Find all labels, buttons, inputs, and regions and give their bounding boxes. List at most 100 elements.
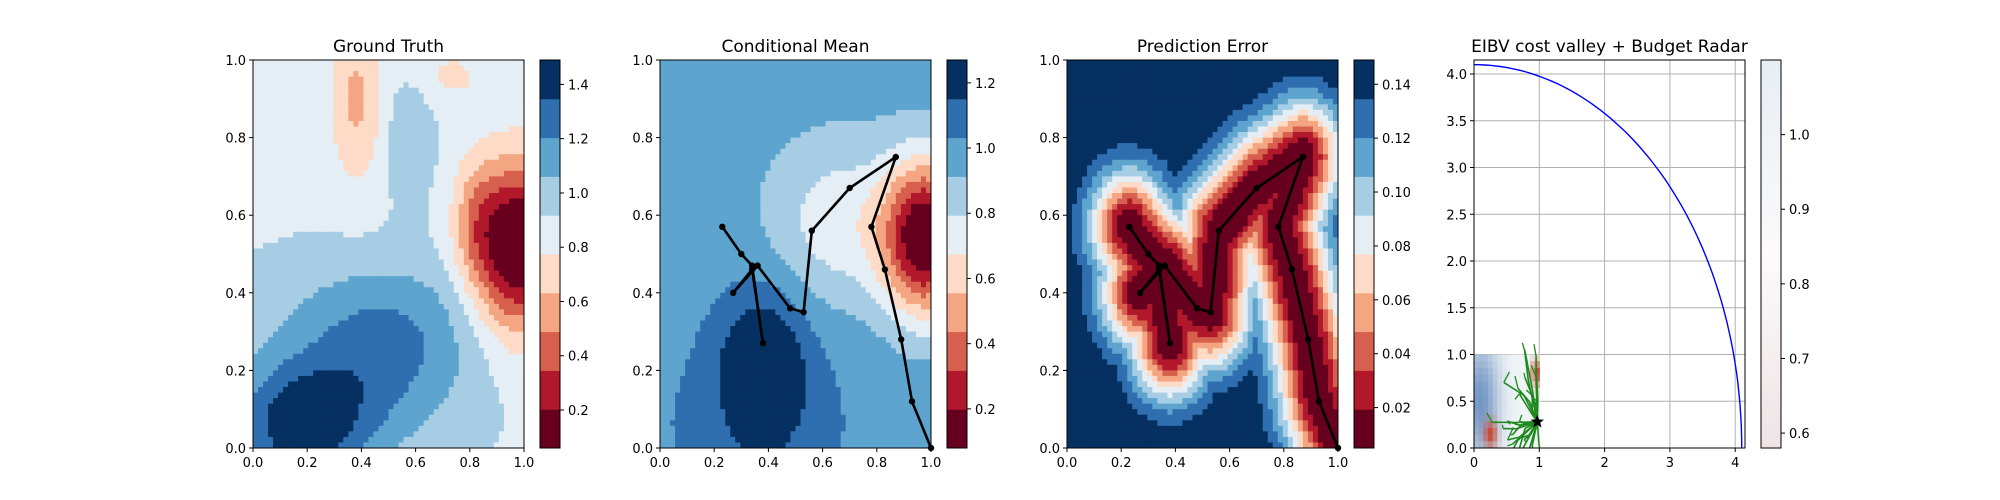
heat-cell bbox=[373, 242, 380, 250]
heat-cell bbox=[368, 126, 375, 133]
heat-cell bbox=[418, 320, 425, 327]
heat-cell bbox=[288, 148, 294, 155]
heat-cell bbox=[328, 60, 334, 67]
heat-cell bbox=[760, 109, 766, 117]
heat-cell bbox=[443, 398, 450, 405]
heat-cell bbox=[403, 165, 410, 172]
heat-cell bbox=[373, 326, 380, 333]
heat-cell bbox=[408, 154, 415, 161]
heat-cell bbox=[925, 93, 931, 100]
heat-cell bbox=[283, 159, 289, 166]
heat-cell bbox=[438, 204, 445, 211]
heat-cell bbox=[263, 71, 269, 78]
heat-cell bbox=[493, 287, 500, 294]
heat-cell bbox=[715, 65, 721, 72]
heat-cell bbox=[473, 204, 480, 211]
heat-cell bbox=[503, 414, 510, 421]
heat-cell bbox=[705, 104, 711, 111]
heat-cell bbox=[328, 331, 334, 338]
heat-cell bbox=[363, 148, 370, 155]
heat-cell bbox=[503, 292, 510, 299]
heat-cell bbox=[780, 115, 787, 122]
heat-cell bbox=[303, 132, 309, 139]
heat-cell bbox=[443, 104, 450, 111]
heat-cell bbox=[313, 314, 319, 322]
heat-cell bbox=[348, 115, 354, 122]
heat-cell bbox=[318, 409, 324, 416]
heat-cell bbox=[393, 60, 400, 67]
heat-cell bbox=[278, 353, 284, 360]
heat-cell bbox=[338, 60, 344, 67]
heat-cell bbox=[333, 420, 339, 427]
heat-cell bbox=[303, 270, 309, 277]
heat-cell bbox=[473, 237, 480, 244]
heat-cell bbox=[745, 154, 751, 161]
heat-cell bbox=[780, 170, 787, 177]
heat-cell bbox=[895, 115, 902, 122]
heat-cell bbox=[363, 303, 370, 311]
heat-cell bbox=[905, 93, 912, 100]
heat-cell bbox=[383, 248, 390, 255]
heat-cell bbox=[473, 337, 480, 344]
heat-cell bbox=[353, 387, 359, 394]
heat-cell bbox=[333, 65, 339, 72]
heat-cell bbox=[418, 104, 425, 111]
heat-cell bbox=[353, 159, 359, 166]
heat-cell bbox=[483, 409, 490, 416]
heat-cell bbox=[408, 126, 415, 133]
heat-cell bbox=[478, 254, 485, 261]
heat-cell bbox=[710, 65, 716, 72]
heat-cell bbox=[735, 170, 741, 177]
heat-cell bbox=[865, 98, 872, 105]
heat-cell bbox=[378, 342, 385, 349]
heat-cell bbox=[358, 314, 365, 322]
heat-cell bbox=[323, 436, 329, 444]
heat-cell bbox=[493, 109, 500, 117]
heat-cell bbox=[268, 154, 274, 161]
heat-cell bbox=[750, 60, 756, 67]
heat-cell bbox=[875, 60, 882, 67]
heat-cell bbox=[488, 370, 495, 377]
heat-cell bbox=[268, 115, 274, 122]
heat-cell bbox=[700, 143, 706, 150]
heat-cell bbox=[478, 403, 485, 410]
heat-cell bbox=[840, 71, 847, 78]
heat-cell bbox=[715, 93, 721, 100]
heat-cell bbox=[513, 82, 520, 89]
heat-cell bbox=[720, 98, 726, 105]
heat-cell bbox=[453, 176, 460, 183]
heat-cell bbox=[463, 436, 470, 444]
heat-cell bbox=[343, 159, 349, 166]
heat-cell bbox=[448, 259, 455, 266]
heat-cell bbox=[820, 115, 827, 122]
heat-cell bbox=[258, 231, 264, 238]
heat-cell bbox=[905, 65, 912, 72]
heat-cell bbox=[388, 381, 395, 388]
heat-cell bbox=[373, 276, 380, 283]
heat-cell bbox=[488, 398, 495, 405]
heat-cell bbox=[343, 436, 349, 444]
heat-cell bbox=[283, 409, 289, 416]
heat-cell bbox=[513, 148, 520, 155]
heat-cell bbox=[513, 204, 520, 211]
heat-cell bbox=[393, 337, 400, 344]
heat-cell bbox=[368, 292, 375, 299]
heat-cell bbox=[463, 159, 470, 166]
heat-cell bbox=[448, 93, 455, 100]
heat-cell bbox=[343, 170, 349, 177]
heat-cell bbox=[498, 314, 505, 322]
heat-cell bbox=[710, 137, 716, 144]
heat-cell bbox=[328, 148, 334, 155]
heat-cell bbox=[408, 254, 415, 261]
heat-cell bbox=[428, 259, 435, 266]
heat-cell bbox=[503, 226, 510, 233]
heat-cell bbox=[750, 165, 756, 172]
heat-cell bbox=[850, 137, 857, 144]
heat-cell bbox=[333, 93, 339, 100]
heat-cell bbox=[473, 242, 480, 250]
heat-cell bbox=[298, 254, 304, 261]
heat-cell bbox=[343, 309, 349, 316]
heat-cell bbox=[363, 187, 370, 194]
heat-cell bbox=[363, 220, 370, 227]
heat-cell bbox=[900, 154, 907, 161]
